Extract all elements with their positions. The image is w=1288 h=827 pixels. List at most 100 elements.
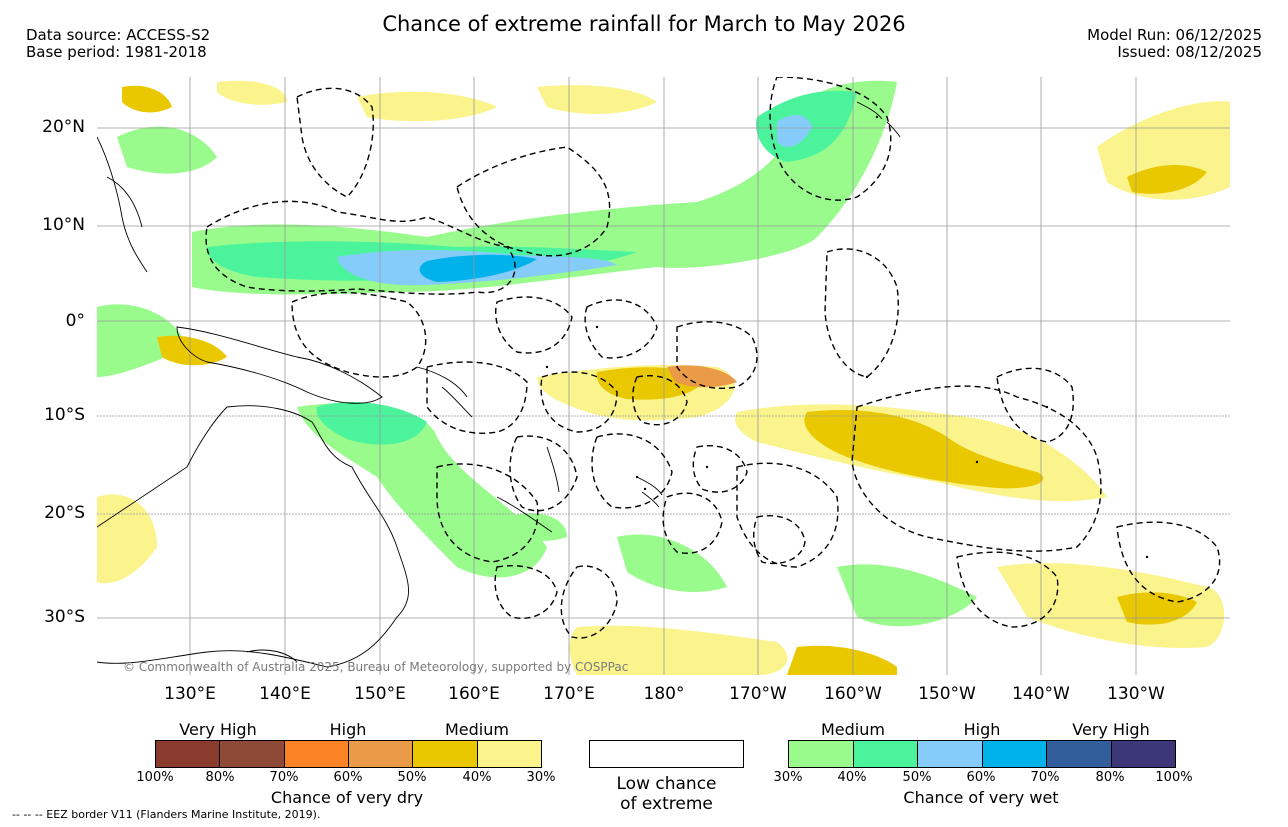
dry-southeast-lower-med bbox=[1117, 592, 1197, 625]
lon-label: 140°E bbox=[259, 684, 311, 704]
dry-nw-2 bbox=[217, 80, 287, 105]
eez-kiribati-gilbert bbox=[584, 299, 658, 359]
lon-label: 140°W bbox=[1012, 684, 1070, 704]
tasmania-coast bbox=[246, 649, 298, 663]
eez-new-caledonia bbox=[436, 463, 539, 563]
dry-tick: 70% bbox=[269, 770, 299, 785]
dry-tick: 80% bbox=[205, 770, 235, 785]
copyright-notice: © Commonwealth of Australia 2025, Bureau… bbox=[123, 660, 629, 674]
lon-label: 150°W bbox=[918, 684, 976, 704]
lat-label-20s: 20°S bbox=[44, 503, 85, 523]
wet-header-high: High bbox=[963, 720, 1001, 739]
eez-solomons bbox=[426, 361, 528, 434]
dry-far-south bbox=[787, 645, 897, 675]
island-dot bbox=[643, 487, 647, 491]
dry-southwest bbox=[97, 494, 157, 584]
dry-legend-caption: Chance of very dry bbox=[270, 788, 424, 807]
low-chance-line-1: Low chance bbox=[616, 774, 717, 794]
wet-south-east bbox=[837, 564, 977, 627]
data-source-block: Data source: ACCESS-S2 Base period: 1981… bbox=[26, 27, 210, 61]
dry-swatch bbox=[348, 741, 414, 767]
map-title: Chance of extreme rainfall for March to … bbox=[382, 12, 906, 36]
dry-header-very-high: Very High bbox=[179, 720, 257, 739]
new-caledonia-coast bbox=[496, 496, 553, 533]
dry-tick: 30% bbox=[526, 770, 556, 785]
wet-swatch bbox=[1047, 741, 1112, 767]
lat-label-10n: 10°N bbox=[42, 215, 85, 235]
island-dot bbox=[1145, 555, 1149, 559]
wet-band-north-pacific bbox=[192, 80, 897, 295]
wet-hawaii-high bbox=[777, 115, 812, 147]
lat-label-20n: 20°N bbox=[42, 117, 85, 137]
wet-tick: 80% bbox=[1095, 770, 1125, 785]
wet-header-medium: Medium bbox=[821, 720, 885, 739]
wet-legend-caption: Chance of very wet bbox=[903, 788, 1059, 807]
wet-tick: 70% bbox=[1030, 770, 1060, 785]
eez-tokelau bbox=[632, 375, 688, 426]
model-info-block: Model Run: 06/12/2025 Issued: 08/12/2025 bbox=[1087, 27, 1262, 61]
data-source: Data source: ACCESS-S2 bbox=[26, 26, 211, 44]
island-dot bbox=[595, 325, 599, 329]
map-area[interactable] bbox=[97, 77, 1230, 675]
eez-png bbox=[291, 291, 427, 378]
wet-west-pacific-north bbox=[117, 126, 217, 174]
australia-coast bbox=[97, 405, 409, 668]
dry-swatch bbox=[413, 741, 478, 767]
lon-label: 130°E bbox=[164, 684, 216, 704]
lon-label: 180° bbox=[643, 684, 685, 704]
lon-label: 150°E bbox=[354, 684, 406, 704]
island-dot bbox=[875, 115, 879, 119]
eez-marshall bbox=[456, 146, 611, 257]
eez-kermadec bbox=[560, 565, 618, 639]
eez-tuvalu bbox=[540, 371, 618, 433]
island-dot bbox=[545, 365, 549, 369]
dry-swatch bbox=[156, 741, 221, 767]
dry-tick: 60% bbox=[333, 770, 363, 785]
wet-maritime bbox=[97, 304, 187, 377]
island-dot bbox=[975, 460, 979, 464]
eez-niue bbox=[753, 515, 806, 565]
hawaii-coast bbox=[856, 101, 901, 138]
eez-phoenix bbox=[676, 321, 758, 389]
low-chance-line-2: of extreme bbox=[620, 794, 713, 814]
wet-tick: 60% bbox=[966, 770, 996, 785]
wet-south-central bbox=[617, 534, 727, 592]
dry-north-1 bbox=[357, 91, 497, 122]
wet-small-1 bbox=[507, 513, 567, 541]
eez-borders bbox=[205, 77, 1221, 639]
lon-label: 160°W bbox=[824, 684, 882, 704]
wet-header-very-high: Very High bbox=[1072, 720, 1150, 739]
island-dot bbox=[635, 475, 639, 479]
base-period: Base period: 1981-2018 bbox=[26, 43, 207, 61]
dry-png bbox=[157, 335, 227, 366]
eez-samoa bbox=[692, 445, 748, 493]
island-dot bbox=[1045, 405, 1049, 409]
wet-tick: 50% bbox=[902, 770, 932, 785]
lon-label: 170°W bbox=[729, 684, 787, 704]
wet-coral-sea bbox=[316, 402, 427, 445]
philippines-coast bbox=[97, 136, 148, 273]
eez-marquesas bbox=[996, 367, 1074, 443]
dry-northeast-2 bbox=[1127, 165, 1207, 194]
solomons-coast bbox=[416, 366, 473, 418]
wet-tick: 30% bbox=[773, 770, 803, 785]
model-run: Model Run: 06/12/2025 bbox=[1087, 26, 1262, 44]
lat-label-10s: 10°S bbox=[44, 405, 85, 425]
eez-nauru-kiribati bbox=[495, 296, 573, 354]
dry-southeast-medium bbox=[804, 409, 1044, 489]
lon-label: 170°E bbox=[543, 684, 595, 704]
wet-tick: 100% bbox=[1155, 770, 1193, 785]
island-dot bbox=[865, 375, 869, 379]
dry-tick: 50% bbox=[397, 770, 427, 785]
lat-label-30s: 30°S bbox=[44, 607, 85, 627]
wet-swatch bbox=[789, 741, 854, 767]
eez-fiji bbox=[591, 433, 673, 509]
dry-swatch bbox=[220, 741, 285, 767]
eez-guam bbox=[296, 87, 374, 198]
dry-tick: 100% bbox=[136, 770, 174, 785]
eez-hawaii bbox=[769, 77, 892, 201]
eez-vanuatu bbox=[509, 435, 578, 512]
lon-label: 160°E bbox=[448, 684, 500, 704]
dry-north-2 bbox=[537, 85, 657, 114]
dry-nw-1 bbox=[122, 85, 172, 113]
